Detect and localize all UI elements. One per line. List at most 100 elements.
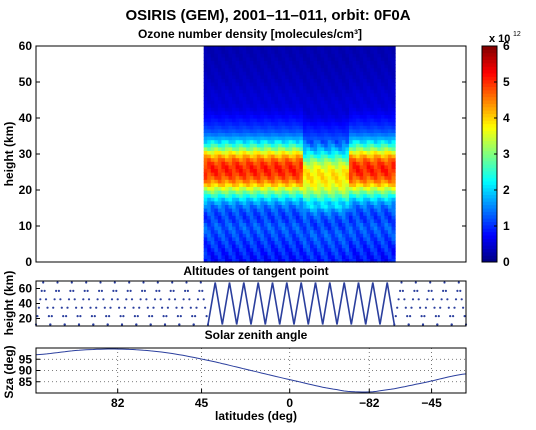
heatmap-cell bbox=[331, 53, 336, 58]
heatmap-cell bbox=[263, 128, 269, 133]
heatmap-cell bbox=[281, 240, 286, 245]
heatmap-cell bbox=[338, 204, 343, 209]
heatmap-cell bbox=[317, 190, 322, 195]
heatmap-cell bbox=[320, 226, 325, 231]
tangent-point bbox=[43, 289, 46, 292]
heatmap-cell bbox=[221, 168, 226, 173]
tangent-point bbox=[421, 323, 425, 326]
heatmap-cell bbox=[242, 118, 247, 123]
heatmap-cell bbox=[249, 71, 254, 76]
heatmap-cell bbox=[224, 89, 230, 94]
heatmap-cell bbox=[373, 107, 378, 112]
heatmap-cell bbox=[221, 49, 226, 54]
heatmap-cell bbox=[299, 258, 304, 263]
heatmap-cell bbox=[285, 143, 290, 148]
heatmap-cell bbox=[345, 251, 350, 256]
heatmap-cell bbox=[310, 186, 315, 191]
heatmap-cell bbox=[242, 121, 247, 126]
heatmap-cell bbox=[380, 190, 386, 195]
heatmap-cell bbox=[278, 244, 283, 249]
heatmap-cell bbox=[292, 236, 297, 241]
heatmap-cell bbox=[363, 258, 368, 263]
tangent-point bbox=[434, 315, 437, 318]
heatmap-cell bbox=[331, 233, 336, 238]
heatmap-cell bbox=[334, 146, 339, 151]
tangent-point bbox=[431, 298, 435, 301]
heatmap-cell bbox=[331, 67, 336, 72]
heatmap-cell bbox=[285, 233, 290, 238]
heatmap-cell bbox=[256, 46, 261, 51]
heatmap-cell bbox=[224, 172, 230, 177]
heatmap-cell bbox=[274, 114, 279, 119]
heatmap-cell bbox=[317, 53, 322, 58]
heatmap-cell bbox=[341, 186, 347, 191]
heatmap-cell bbox=[221, 247, 226, 252]
heatmap-cell bbox=[217, 215, 223, 220]
heatmap-cell bbox=[263, 208, 269, 213]
heatmap-cell bbox=[239, 172, 244, 177]
heatmap-cell bbox=[292, 186, 297, 191]
heatmap-cell bbox=[249, 125, 254, 130]
heatmap-cell bbox=[285, 121, 290, 126]
heatmap-cell bbox=[366, 218, 371, 223]
heatmap-cell bbox=[370, 175, 375, 180]
heatmap-cell bbox=[377, 215, 382, 220]
heatmap-cell bbox=[391, 121, 396, 126]
heatmap-cell bbox=[210, 215, 215, 220]
heatmap-cell bbox=[313, 46, 318, 51]
heatmap-cell bbox=[267, 193, 272, 198]
heatmap-cell bbox=[384, 175, 389, 180]
heatmap-cell bbox=[242, 74, 247, 79]
heatmap-cell bbox=[363, 53, 368, 58]
heatmap-cell bbox=[391, 233, 396, 238]
heatmap-cell bbox=[278, 46, 283, 51]
heatmap-cell bbox=[320, 244, 325, 249]
heatmap-cell bbox=[380, 240, 386, 245]
tangent-point bbox=[146, 306, 149, 309]
heatmap-cell bbox=[384, 96, 389, 101]
heatmap-cell bbox=[267, 222, 272, 227]
heatmap-cell bbox=[391, 226, 396, 231]
heatmap-cell bbox=[310, 175, 315, 180]
heatmap-cell bbox=[292, 190, 297, 195]
tangent-point bbox=[443, 281, 446, 284]
heatmap-cell bbox=[302, 193, 308, 198]
heatmap-cell bbox=[345, 67, 350, 72]
tangent-point bbox=[70, 281, 73, 284]
heatmap-cell bbox=[338, 53, 343, 58]
heatmap-cell bbox=[331, 56, 336, 61]
heatmap-cell bbox=[356, 211, 361, 216]
heatmap-cell bbox=[221, 244, 226, 249]
heatmap-cell bbox=[260, 139, 265, 144]
tangent-point bbox=[424, 306, 427, 309]
heatmap-cell bbox=[278, 215, 283, 220]
heatmap-cell bbox=[377, 60, 382, 65]
heatmap-cell bbox=[306, 168, 311, 173]
heatmap-cell bbox=[352, 107, 357, 112]
heatmap-cell bbox=[348, 100, 354, 105]
heatmap-cell bbox=[214, 89, 219, 94]
heatmap-cell bbox=[352, 211, 357, 216]
heatmap-cell bbox=[285, 204, 290, 209]
heatmap-cell bbox=[256, 143, 261, 148]
heatmap-cell bbox=[331, 204, 336, 209]
heatmap-cell bbox=[302, 215, 308, 220]
heatmap-cell bbox=[341, 218, 347, 223]
heatmap-cell bbox=[281, 161, 286, 166]
heatmap-cell bbox=[242, 179, 247, 184]
heatmap-cell bbox=[278, 78, 283, 83]
heatmap-cell bbox=[327, 168, 332, 173]
heatmap-cell bbox=[352, 53, 357, 58]
heatmap-cell bbox=[207, 128, 212, 133]
heatmap-cell bbox=[338, 154, 343, 159]
heatmap-cell bbox=[256, 132, 261, 137]
heatmap-cell bbox=[253, 100, 258, 105]
heatmap-cell bbox=[263, 161, 269, 166]
heatmap-cell bbox=[274, 92, 279, 97]
heatmap-cell bbox=[235, 172, 240, 177]
heatmap-cell bbox=[235, 240, 240, 245]
heatmap-cell bbox=[373, 64, 378, 69]
heatmap-cell bbox=[242, 164, 247, 169]
heatmap-cell bbox=[274, 64, 279, 69]
heatmap-cell bbox=[263, 67, 269, 72]
